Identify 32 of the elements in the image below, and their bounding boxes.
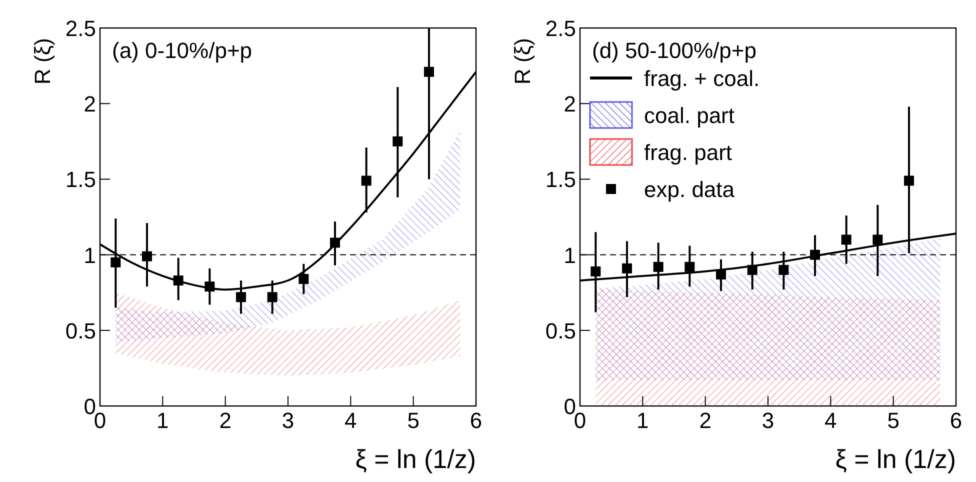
y-tick-label: 1 <box>84 242 96 268</box>
x-tick-label: 6 <box>470 408 482 433</box>
y-tick-label: 1 <box>564 242 576 268</box>
y-tick-label: 1.5 <box>545 167 576 192</box>
x-axis-title: ξ = ln (1/z) <box>355 444 476 474</box>
y-tick-label: 0.5 <box>545 318 576 344</box>
x-tick-label: 1 <box>636 408 649 433</box>
y-tick-label: 2.5 <box>65 16 96 41</box>
x-tick-label: 2 <box>219 408 232 433</box>
y-tick-label: 2 <box>84 92 96 117</box>
x-tick-label: 1 <box>156 408 169 433</box>
y-tick-label: 1.5 <box>65 167 96 192</box>
y-tick-label: 2.5 <box>545 16 576 41</box>
text: (d) 50-100%/p+p <box>592 38 756 63</box>
legend-label: coal. part <box>644 103 734 128</box>
x-axis-title: ξ = ln (1/z) <box>835 444 956 474</box>
y-axis-title: R (ξ) <box>30 38 55 85</box>
legend-label: frag. part <box>644 140 732 165</box>
x-tick-label: 3 <box>762 408 774 433</box>
y-tick-label: 2 <box>564 92 576 117</box>
x-tick-label: 4 <box>824 408 837 433</box>
legend-label: exp. data <box>644 177 736 202</box>
x-tick-label: 5 <box>407 408 420 433</box>
legend-label: frag. + coal. <box>644 66 760 91</box>
text: (a) 0-10%/p+p <box>112 38 252 63</box>
x-tick-label: 4 <box>344 408 357 433</box>
x-tick-label: 2 <box>699 408 712 433</box>
x-tick-label: 3 <box>282 408 294 433</box>
x-tick-label: 6 <box>950 408 962 433</box>
y-axis-title: R (ξ) <box>510 38 535 85</box>
x-tick-label: 5 <box>887 408 900 433</box>
y-tick-label: 0.5 <box>65 318 96 344</box>
